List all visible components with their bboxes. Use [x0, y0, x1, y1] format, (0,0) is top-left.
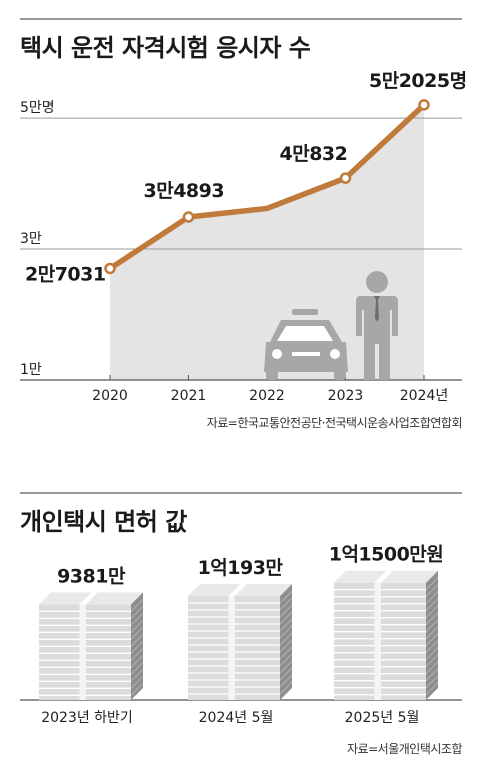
title-rule-top — [20, 18, 462, 20]
data-label: 5만2025명 — [369, 70, 467, 92]
x-tick-label: 2023 — [328, 388, 364, 404]
chart2-source: 자료=서울개인택시조합 — [347, 742, 462, 756]
data-label: 4만832 — [280, 143, 348, 165]
money-stack — [188, 584, 293, 700]
stack-side — [426, 570, 438, 700]
money-stack — [334, 570, 439, 700]
category-label: 2024년 5월 — [199, 710, 274, 726]
chart2-title: 개인택시 면허 값 — [20, 508, 187, 536]
area-fill — [110, 104, 424, 381]
money-bar-chart: 9381만 2023년 하반기 1억193만 2024년 5월 1억1500만원 2025… — [20, 544, 462, 726]
y-tick-label: 3만 — [20, 231, 42, 247]
chart1-title: 택시 운전 자격시험 응시자 수 — [20, 34, 311, 62]
bar-value-label: 1억193만 — [198, 557, 284, 579]
taxi-icon — [264, 309, 348, 380]
stack-side — [131, 592, 143, 700]
data-label: 3만4893 — [144, 180, 225, 202]
data-point — [182, 211, 195, 223]
x-tick-label: 2022 — [249, 388, 285, 404]
category-label: 2025년 5월 — [345, 710, 420, 726]
data-label: 2만7031 — [25, 263, 106, 285]
line-chart: 5만명 3만 1만 2020 2021 2022 2023 2024년 2만7031 3만4893… — [20, 70, 467, 404]
driver-icon — [356, 271, 398, 380]
x-tick-label: 2020 — [92, 388, 128, 404]
series-line — [107, 102, 427, 272]
money-stack — [39, 592, 144, 700]
bar-value-label: 1억1500만원 — [329, 544, 444, 566]
category-label: 2023년 하반기 — [41, 710, 133, 726]
title-rule-middle — [20, 492, 462, 494]
data-point — [104, 262, 116, 275]
data-point — [418, 99, 430, 111]
x-tick-label: 2024년 — [400, 388, 449, 404]
y-tick-label: 1만 — [20, 362, 42, 378]
chart1-source: 자료=한국교통안전공단·전국택시운송사업조합연합회 — [206, 416, 463, 430]
x-tick-label: 2021 — [171, 388, 207, 404]
y-tick-label: 5만명 — [20, 100, 55, 116]
bar-value-label: 9381만 — [57, 565, 126, 587]
data-point — [339, 172, 352, 184]
